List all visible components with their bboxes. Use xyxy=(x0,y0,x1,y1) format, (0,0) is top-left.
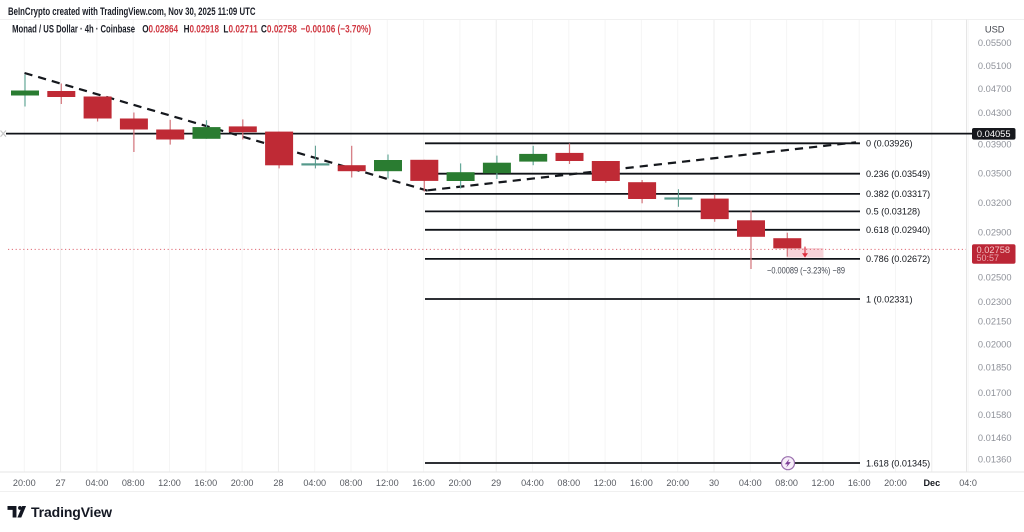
svg-text:0.04700: 0.04700 xyxy=(978,84,1012,94)
svg-text:04:0: 04:0 xyxy=(959,478,977,488)
svg-text:12:00: 12:00 xyxy=(594,478,617,488)
svg-text:0.05100: 0.05100 xyxy=(978,61,1012,71)
svg-text:0.04055: 0.04055 xyxy=(977,129,1011,139)
svg-text:20:00: 20:00 xyxy=(884,478,907,488)
svg-text:0.01850: 0.01850 xyxy=(978,363,1012,373)
svg-text:16:00: 16:00 xyxy=(194,478,217,488)
svg-text:0.03200: 0.03200 xyxy=(978,198,1012,208)
svg-text:0.382 (0.03317): 0.382 (0.03317) xyxy=(866,189,930,199)
svg-text:0.02758: 0.02758 xyxy=(977,245,1011,255)
svg-text:0.02900: 0.02900 xyxy=(978,228,1012,238)
svg-text:0.02000: 0.02000 xyxy=(978,340,1012,350)
svg-text:−0.00106 (−3.70%): −0.00106 (−3.70%) xyxy=(301,23,372,35)
svg-text:0.01580: 0.01580 xyxy=(978,410,1012,420)
svg-text:1.618 (0.01345): 1.618 (0.01345) xyxy=(866,458,930,468)
svg-text:0.5 (0.03128): 0.5 (0.03128) xyxy=(866,207,920,217)
svg-text:0.236 (0.03549): 0.236 (0.03549) xyxy=(866,169,930,179)
svg-text:TradingView: TradingView xyxy=(31,504,112,520)
svg-text:0.04300: 0.04300 xyxy=(978,108,1012,118)
svg-text:0 (0.03926): 0 (0.03926) xyxy=(866,139,913,149)
svg-text:0.01360: 0.01360 xyxy=(978,455,1012,465)
svg-text:30: 30 xyxy=(709,478,719,488)
svg-text:28: 28 xyxy=(273,478,283,488)
svg-text:0.02150: 0.02150 xyxy=(978,317,1012,327)
svg-text:H0.02918: H0.02918 xyxy=(184,23,219,35)
svg-text:16:00: 16:00 xyxy=(630,478,653,488)
svg-text:0.02300: 0.02300 xyxy=(978,297,1012,307)
svg-text:08:00: 08:00 xyxy=(340,478,363,488)
svg-text:04:00: 04:00 xyxy=(739,478,762,488)
svg-text:12:00: 12:00 xyxy=(376,478,399,488)
svg-text:0.03500: 0.03500 xyxy=(978,169,1012,179)
svg-text:50:57: 50:57 xyxy=(977,253,1000,263)
svg-text:12:00: 12:00 xyxy=(812,478,835,488)
svg-text:20:00: 20:00 xyxy=(231,478,254,488)
svg-text:20:00: 20:00 xyxy=(666,478,689,488)
svg-text:08:00: 08:00 xyxy=(122,478,145,488)
svg-text:04:00: 04:00 xyxy=(303,478,326,488)
svg-text:0.01700: 0.01700 xyxy=(978,388,1012,398)
svg-text:16:00: 16:00 xyxy=(412,478,435,488)
svg-text:USD: USD xyxy=(985,25,1005,35)
svg-text:Dec: Dec xyxy=(923,478,940,488)
svg-text:L0.02711: L0.02711 xyxy=(223,23,257,35)
svg-text:16:00: 16:00 xyxy=(848,478,871,488)
svg-text:04:00: 04:00 xyxy=(521,478,544,488)
svg-text:20:00: 20:00 xyxy=(13,478,36,488)
svg-text:29: 29 xyxy=(491,478,501,488)
svg-text:O0.02864: O0.02864 xyxy=(142,23,178,35)
svg-text:1 (0.02331): 1 (0.02331) xyxy=(866,294,913,304)
svg-text:0.786 (0.02672): 0.786 (0.02672) xyxy=(866,254,930,264)
svg-text:Monad / US Dollar · 4h · Coinb: Monad / US Dollar · 4h · Coinbase xyxy=(12,23,135,35)
svg-text:08:00: 08:00 xyxy=(775,478,798,488)
svg-text:C0.02758: C0.02758 xyxy=(261,23,297,35)
svg-text:20:00: 20:00 xyxy=(449,478,472,488)
svg-text:08:00: 08:00 xyxy=(557,478,580,488)
svg-text:04:00: 04:00 xyxy=(86,478,109,488)
svg-text:0.618 (0.02940): 0.618 (0.02940) xyxy=(866,225,930,235)
svg-text:0.02500: 0.02500 xyxy=(978,273,1012,283)
svg-text:0.05500: 0.05500 xyxy=(978,38,1012,48)
svg-text:12:00: 12:00 xyxy=(158,478,181,488)
svg-text:0.03900: 0.03900 xyxy=(978,140,1012,150)
svg-text:0.01460: 0.01460 xyxy=(978,433,1012,443)
svg-text:27: 27 xyxy=(56,478,66,488)
svg-text:BeInCrypto created with Tradin: BeInCrypto created with TradingView.com,… xyxy=(8,6,256,18)
svg-text:−0.00089 (−3.23%) −89: −0.00089 (−3.23%) −89 xyxy=(767,266,845,276)
